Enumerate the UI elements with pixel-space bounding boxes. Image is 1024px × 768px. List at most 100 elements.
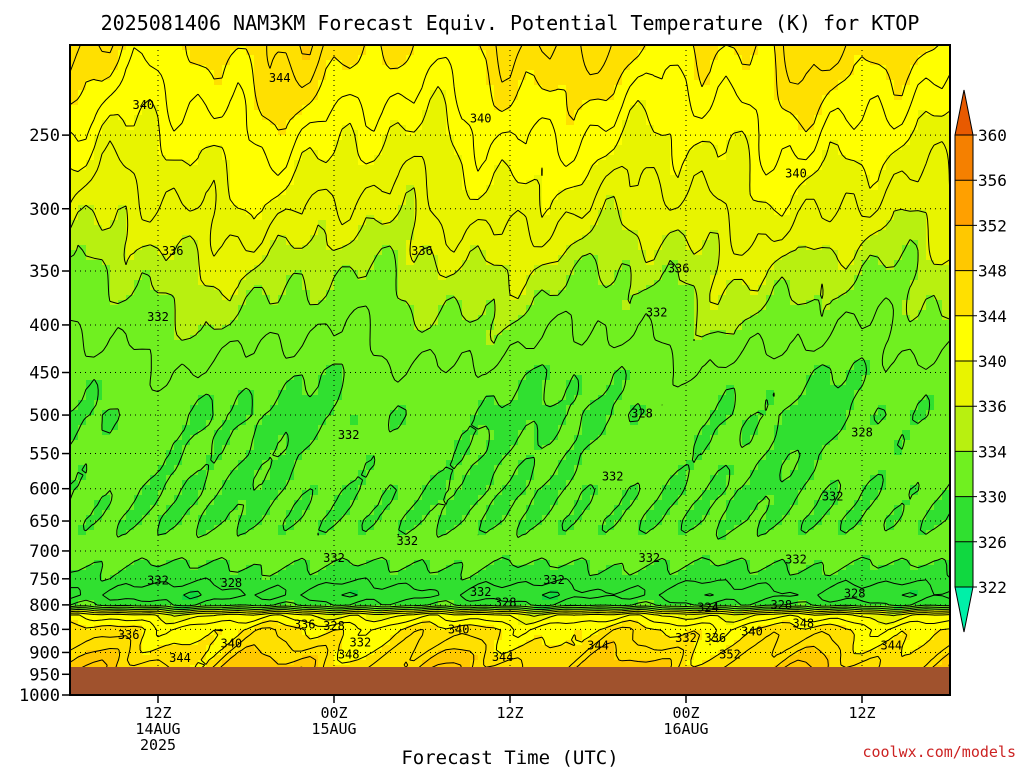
field-cell [254,365,263,371]
field-cell [182,165,191,171]
field-cell [206,170,215,176]
field-cell [102,130,111,136]
field-cell [222,385,231,391]
field-cell [150,150,159,156]
field-cell [246,245,255,251]
field-cell [86,95,95,101]
field-cell [350,650,359,656]
field-cell [334,385,343,391]
field-cell [126,625,135,631]
field-cell [134,485,143,491]
field-cell [302,365,311,371]
field-cell [254,425,263,431]
field-cell [174,405,183,411]
field-cell [334,490,343,496]
field-cell [102,480,111,486]
field-cell [342,535,351,541]
field-cell [110,470,119,476]
field-cell [254,140,263,146]
field-cell [342,80,351,86]
field-cell [142,215,151,221]
field-cell [350,595,359,601]
field-cell [86,635,95,641]
field-cell [142,85,151,91]
field-cell [326,360,335,366]
field-cell [342,105,351,111]
field-cell [214,65,223,71]
field-cell [126,430,135,436]
field-cell [238,525,247,531]
field-cell [94,90,103,96]
field-cell [70,630,79,636]
field-cell [246,90,255,96]
field-cell [318,660,327,666]
field-cell [318,365,327,371]
field-cell [86,335,95,341]
field-cell [94,255,103,261]
field-cell [302,480,311,486]
field-cell [70,155,79,161]
field-cell [270,115,279,121]
field-cell [134,410,143,416]
field-cell [358,250,367,256]
field-cell [182,645,191,651]
field-cell [270,515,279,521]
field-cell [358,380,367,386]
field-cell [342,480,351,486]
field-cell [86,65,95,71]
field-cell [78,395,87,401]
field-cell [118,390,127,396]
field-cell [158,90,167,96]
field-cell [254,595,263,601]
field-cell [350,375,359,381]
field-cell [182,455,191,461]
field-cell [254,415,263,421]
field-cell [110,80,119,86]
field-cell [86,520,95,526]
field-cell [174,485,183,491]
field-cell [374,240,383,246]
field-cell [174,250,183,256]
field-cell [118,285,127,291]
field-cell [294,470,303,476]
field-cell [166,295,175,301]
field-cell [134,500,143,506]
field-cell [158,60,167,66]
field-cell [326,195,335,201]
field-cell [254,435,263,441]
field-cell [278,475,287,481]
field-cell [302,295,311,301]
field-cell [350,410,359,416]
field-cell [326,320,335,326]
field-cell [198,280,207,286]
field-cell [206,85,215,91]
field-cell [366,145,375,151]
field-cell [310,320,319,326]
field-cell [102,150,111,156]
field-cell [94,540,103,546]
field-cell [238,625,247,631]
field-cell [310,285,319,291]
field-cell [182,55,191,61]
field-cell [366,635,375,641]
field-cell [302,120,311,126]
field-cell [286,190,295,196]
field-cell [270,360,279,366]
field-cell [318,260,327,266]
field-cell [342,585,351,591]
field-cell [118,455,127,461]
field-cell [158,390,167,396]
field-cell [126,495,135,501]
field-cell [262,140,271,146]
field-cell [294,570,303,576]
field-cell [238,495,247,501]
field-cell [222,180,231,186]
field-cell [214,110,223,116]
field-cell [326,115,335,121]
field-cell [310,505,319,511]
field-cell [126,420,135,426]
field-cell [294,505,303,511]
field-cell [110,250,119,256]
field-cell [246,195,255,201]
field-cell [78,345,87,351]
